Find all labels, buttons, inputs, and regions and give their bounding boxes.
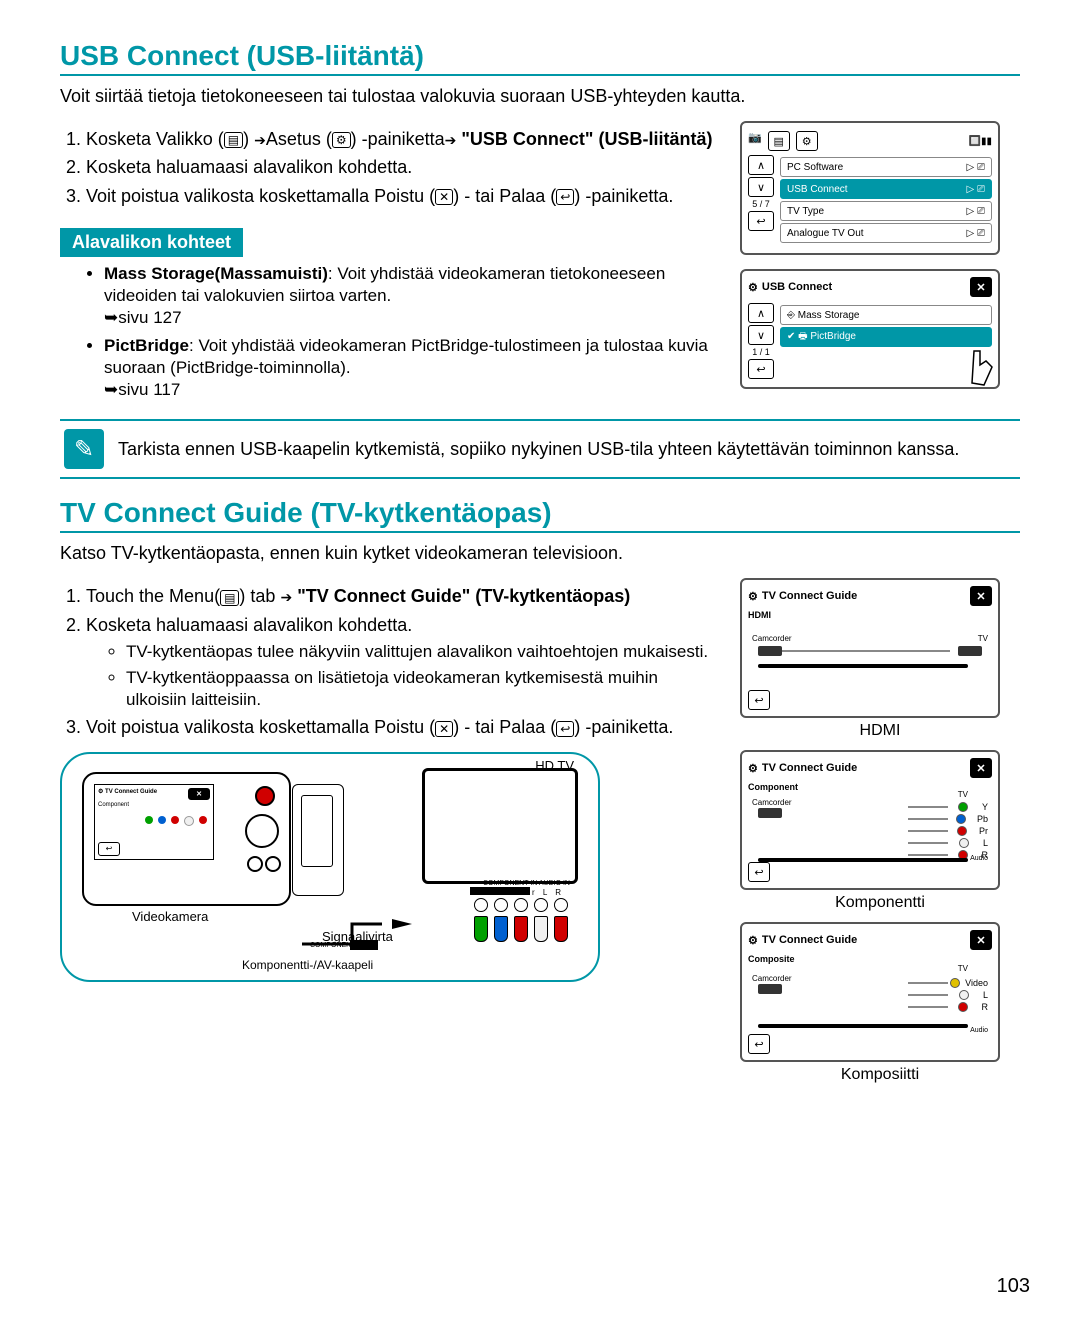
gear-icon: ⚙: [748, 762, 758, 775]
s2-step3: Voit poistua valikosta koskettamalla Poi…: [86, 715, 722, 739]
note-text: Tarkista ennen USB-kaapelin kytkemistä, …: [118, 439, 959, 460]
menu-item[interactable]: ✔ 🖶 PictBridge: [780, 327, 992, 347]
section2-intro: Katso TV-kytkentäopasta, ennen kuin kytk…: [60, 543, 1020, 564]
menu-item[interactable]: USB Connect▷ ⎚: [780, 179, 992, 199]
camcorder-graphic: ⚙ TV Connect Guide✕ Component ↩: [82, 772, 291, 906]
close-icon[interactable]: ✕: [970, 277, 992, 297]
s2-sub2: TV-kytkentäoppaassa on lisätietoja video…: [126, 667, 722, 711]
s2-sub1: TV-kytkentäopas tulee näkyviin valittuje…: [126, 641, 722, 663]
return-icon[interactable]: ↩: [748, 1034, 770, 1054]
tv-guide-component: ⚙TV Connect Guide ✕ Component Camcorder …: [740, 750, 1000, 890]
close-icon: ✕: [435, 189, 453, 205]
gear-icon: ⚙: [332, 132, 351, 148]
screen2-title: USB Connect: [762, 281, 832, 293]
cable-graphic: [302, 904, 542, 964]
gear-icon: ⚙: [748, 934, 758, 947]
arrow-icon: ➔: [280, 589, 292, 605]
conn-header: COMPONENT IN AUDIO IN: [483, 880, 570, 887]
hdtv-label: HD TV: [535, 758, 574, 773]
step1: Kosketa Valikko (▤) ➔Asetus (⚙) -painike…: [86, 127, 722, 151]
submenu-item-pict: PictBridge: Voit yhdistää videokameran P…: [104, 335, 722, 401]
submenu-item-mass: Mass Storage(Massamuisti): Voit yhdistää…: [104, 263, 722, 329]
s2-step2: Kosketa haluamaasi alavalikon kohdetta. …: [86, 613, 722, 712]
return-icon[interactable]: ↩: [748, 211, 774, 231]
usb-connect-screen: ⚙ USB Connect ✕ ∧ ∨ 1 / 1 ↩ ⎆ Mass Storag…: [740, 269, 1000, 389]
close-icon[interactable]: ✕: [970, 586, 992, 606]
tv-guide-hdmi: ⚙TV Connect Guide ✕ HDMI Camcorder TV ↩: [740, 578, 1000, 718]
note-box: ✎ Tarkista ennen USB-kaapelin kytkemistä…: [60, 419, 1020, 479]
arrow-icon: ➔: [445, 132, 457, 148]
tv-graphic: [422, 768, 578, 884]
arrow-icon: ➔: [254, 132, 266, 148]
menu-item[interactable]: ⎆ Mass Storage: [780, 305, 992, 325]
camcorder-label: Videokamera: [132, 909, 208, 924]
gear-icon: ⚙: [748, 281, 758, 294]
return-icon[interactable]: ↩: [748, 862, 770, 882]
section1-steps: Kosketa Valikko (▤) ➔Asetus (⚙) -painike…: [60, 127, 722, 208]
page-number: 103: [997, 1275, 1030, 1298]
menu-icon: ▤: [220, 590, 239, 606]
section2-steps: Touch the Menu(▤) tab ➔ "TV Connect Guid…: [60, 584, 722, 739]
section1-intro: Voit siirtää tietoja tietokoneeseen tai …: [60, 86, 1020, 107]
page-indicator: 5 / 7: [748, 199, 774, 209]
s2-step1: Touch the Menu(▤) tab ➔ "TV Connect Guid…: [86, 584, 722, 608]
section2-title: TV Connect Guide (TV-kytkentäopas): [60, 497, 1020, 533]
menu-icon: ▤: [224, 132, 243, 148]
close-icon: ✕: [435, 721, 453, 737]
menu-item[interactable]: Analogue TV Out▷ ⎚: [780, 223, 992, 243]
return-icon: ↩: [556, 189, 574, 205]
down-icon[interactable]: ∨: [748, 177, 774, 197]
connection-illustration: ⚙ TV Connect Guide✕ Component ↩: [60, 752, 600, 982]
hdmi-label: HDMI: [740, 722, 1020, 740]
gear-icon: ⚙: [796, 131, 818, 151]
step2: Kosketa haluamaasi alavalikon kohdetta.: [86, 155, 722, 179]
up-icon[interactable]: ∧: [748, 155, 774, 175]
up-icon[interactable]: ∧: [748, 303, 774, 323]
submenu-heading: Alavalikon kohteet: [60, 228, 243, 257]
section1-title: USB Connect (USB-liitäntä): [60, 40, 1020, 76]
note-icon: ✎: [64, 429, 104, 469]
conn-labels: Y Pb Pr L R: [489, 888, 564, 897]
camcorder-side: [292, 784, 344, 896]
submenu-list: Mass Storage(Massamuisti): Voit yhdistää…: [60, 263, 722, 402]
menu-item[interactable]: PC Software▷ ⎚: [780, 157, 992, 177]
tv-guide-composite: ⚙TV Connect Guide ✕ Composite Camcorder …: [740, 922, 1000, 1062]
close-icon[interactable]: ✕: [970, 758, 992, 778]
down-icon[interactable]: ∨: [748, 325, 774, 345]
return-icon: ↩: [98, 842, 120, 856]
return-icon: ↩: [556, 721, 574, 737]
hand-pointer-icon: [964, 343, 1004, 393]
step3: Voit poistua valikosta koskettamalla Poi…: [86, 184, 722, 208]
return-icon[interactable]: ↩: [748, 690, 770, 710]
gear-icon: ⚙: [748, 590, 758, 603]
component-label: Komponentti: [740, 894, 1020, 912]
menu-item[interactable]: TV Type▷ ⎚: [780, 201, 992, 221]
page-indicator: 1 / 1: [748, 347, 774, 357]
camera-icon: 📷: [748, 131, 762, 151]
battery-icon: 🔲▮▮: [969, 136, 992, 147]
return-icon[interactable]: ↩: [748, 359, 774, 379]
close-icon[interactable]: ✕: [970, 930, 992, 950]
composite-label: Komposiitti: [740, 1066, 1020, 1084]
menu-icon: ▤: [768, 131, 790, 151]
settings-screen: 📷 ▤ ⚙ 🔲▮▮ ∧ ∨ 5 / 7 ↩ PC Software▷ ⎚USB …: [740, 121, 1000, 255]
